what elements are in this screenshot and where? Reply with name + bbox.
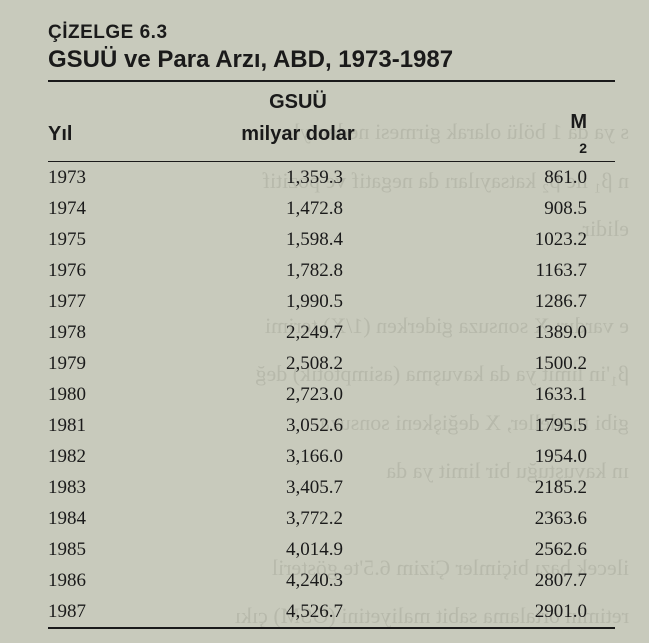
data-table: GSUÜ Yıl milyar dolar M2 — [48, 82, 615, 161]
table-row: 19751,598.41023.2 — [48, 224, 615, 255]
table-row: 19782,249.71389.0 — [48, 317, 615, 348]
cell-year: 1974 — [48, 193, 168, 224]
cell-year: 1973 — [48, 162, 168, 193]
cell-year: 1977 — [48, 286, 168, 317]
table-row: 19792,508.21500.2 — [48, 348, 615, 379]
cell-m2: 1633.1 — [428, 379, 615, 410]
header-m2-sub: 2 — [507, 141, 587, 155]
table-page: ÇİZELGE 6.3 GSUÜ ve Para Arzı, ABD, 1973… — [0, 0, 649, 643]
header-gsuu-2: milyar dolar — [168, 112, 428, 161]
table-head: GSUÜ Yıl milyar dolar M2 — [48, 82, 615, 161]
header-m2: M2 — [428, 112, 615, 161]
cell-m2: 1795.5 — [428, 410, 615, 441]
table-title: GSUÜ ve Para Arzı, ABD, 1973-1987 — [48, 46, 615, 74]
cell-m2: 2562.6 — [428, 534, 615, 565]
cell-m2: 1023.2 — [428, 224, 615, 255]
cell-year: 1979 — [48, 348, 168, 379]
cell-m2: 1954.0 — [428, 441, 615, 472]
table-row: 19771,990.51286.7 — [48, 286, 615, 317]
cell-year: 1985 — [48, 534, 168, 565]
cell-year: 1987 — [48, 596, 168, 627]
header-m2-prefix: M — [507, 112, 587, 132]
cell-year: 1982 — [48, 441, 168, 472]
cell-gsuu: 2,723.0 — [168, 379, 428, 410]
cell-m2: 1389.0 — [428, 317, 615, 348]
cell-gsuu: 4,526.7 — [168, 596, 428, 627]
cell-gsuu: 4,014.9 — [168, 534, 428, 565]
cell-gsuu: 4,240.3 — [168, 565, 428, 596]
table-body: 19731,359.3861.019741,472.8908.519751,59… — [48, 162, 615, 627]
cell-year: 1986 — [48, 565, 168, 596]
header-year: Yıl — [48, 112, 168, 161]
cell-gsuu: 3,772.2 — [168, 503, 428, 534]
cell-gsuu: 1,359.3 — [168, 162, 428, 193]
cell-year: 1983 — [48, 472, 168, 503]
table-row: 19864,240.32807.7 — [48, 565, 615, 596]
cell-m2: 1500.2 — [428, 348, 615, 379]
cell-gsuu: 1,472.8 — [168, 193, 428, 224]
cell-m2: 1163.7 — [428, 255, 615, 286]
cell-year: 1978 — [48, 317, 168, 348]
cell-gsuu: 2,508.2 — [168, 348, 428, 379]
table-row: 19761,782.81163.7 — [48, 255, 615, 286]
cell-year: 1980 — [48, 379, 168, 410]
cell-year: 1975 — [48, 224, 168, 255]
table-row: 19731,359.3861.0 — [48, 162, 615, 193]
header-row-1: GSUÜ — [48, 82, 615, 112]
cell-gsuu: 1,782.8 — [168, 255, 428, 286]
header-row-2: Yıl milyar dolar M2 — [48, 112, 615, 161]
cell-m2: 2901.0 — [428, 596, 615, 627]
data-table-body: 19731,359.3861.019741,472.8908.519751,59… — [48, 162, 615, 627]
table-row: 19843,772.22363.6 — [48, 503, 615, 534]
table-row: 19823,166.01954.0 — [48, 441, 615, 472]
table-caption: ÇİZELGE 6.3 — [48, 22, 615, 44]
rule-bottom — [48, 627, 615, 629]
cell-m2: 1286.7 — [428, 286, 615, 317]
cell-gsuu: 1,598.4 — [168, 224, 428, 255]
cell-gsuu: 3,052.6 — [168, 410, 428, 441]
cell-m2: 861.0 — [428, 162, 615, 193]
cell-year: 1981 — [48, 410, 168, 441]
header-gsuu-1: GSUÜ — [168, 82, 428, 112]
cell-gsuu: 2,249.7 — [168, 317, 428, 348]
table-row: 19874,526.72901.0 — [48, 596, 615, 627]
cell-gsuu: 1,990.5 — [168, 286, 428, 317]
cell-m2: 2807.7 — [428, 565, 615, 596]
table-row: 19813,052.61795.5 — [48, 410, 615, 441]
cell-m2: 2363.6 — [428, 503, 615, 534]
table-row: 19854,014.92562.6 — [48, 534, 615, 565]
cell-year: 1976 — [48, 255, 168, 286]
cell-gsuu: 3,405.7 — [168, 472, 428, 503]
cell-gsuu: 3,166.0 — [168, 441, 428, 472]
table-row: 19802,723.01633.1 — [48, 379, 615, 410]
table-row: 19741,472.8908.5 — [48, 193, 615, 224]
table-row: 19833,405.72185.2 — [48, 472, 615, 503]
cell-m2: 908.5 — [428, 193, 615, 224]
cell-year: 1984 — [48, 503, 168, 534]
cell-m2: 2185.2 — [428, 472, 615, 503]
